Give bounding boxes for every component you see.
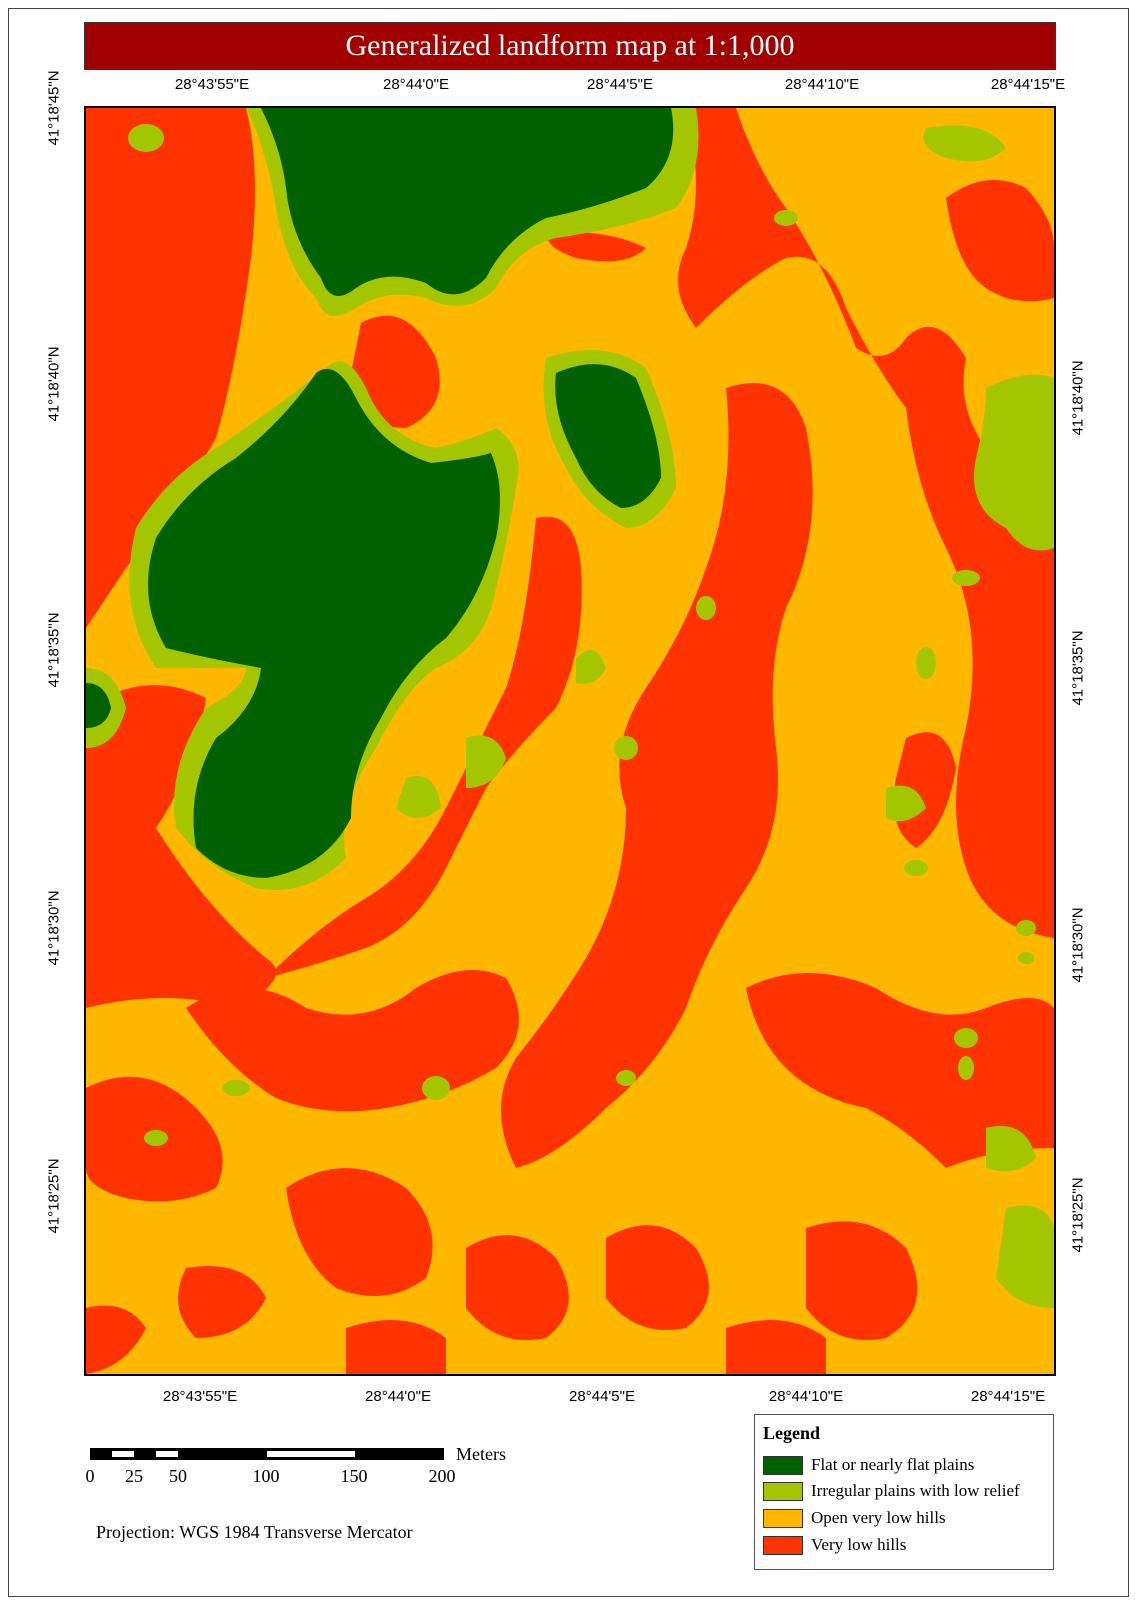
top-longitude-label: 28°44'0"E [383,76,449,93]
landform-map-canvas [86,108,1054,1374]
flat-plains-areas [86,108,674,878]
legend-swatch [763,1508,803,1528]
map-title-bar: Generalized landform map at 1:1,000 [84,22,1056,70]
bottom-longitude-label: 28°44'15"E [970,1388,1046,1405]
top-longitude-label: 28°44'5"E [587,76,653,93]
legend-swatch [763,1481,803,1501]
scale-tick-label: 200 [428,1466,456,1486]
left-latitude-label: 41°18'25"N [45,1158,63,1234]
legend-title: Legend [763,1423,821,1443]
scale-tick-label: 0 [85,1466,95,1486]
scale-tick-label: 100 [252,1466,280,1486]
map-legend: Legend Flat or nearly flat plains Irregu… [754,1414,1054,1570]
right-latitude-label: 41°18'40"N [1069,360,1087,436]
scale-unit-label: Meters [456,1444,506,1464]
legend-item-open-hills: Open very low hills [763,1508,946,1528]
legend-label: Open very low hills [811,1508,946,1527]
left-latitude-label: 41°18'45"N [45,70,63,146]
map-frame [8,8,1129,1597]
very-low-hills-areas [86,108,1054,1374]
scale-tick-label: 50 [169,1466,187,1486]
legend-item-very-low-hills: Very low hills [763,1535,906,1555]
scale-bar [90,1448,444,1460]
bottom-longitude-label: 28°44'0"E [365,1388,431,1405]
right-latitude-label: 41°18'30"N [1069,907,1087,983]
projection-note: Projection: WGS 1984 Transverse Mercator [96,1522,413,1542]
legend-swatch [763,1455,803,1475]
legend-label: Very low hills [811,1535,907,1554]
legend-label: Irregular plains with low relief [811,1481,1020,1500]
top-longitude-label: 28°44'15"E [990,76,1066,93]
bottom-longitude-label: 28°43'55"E [162,1388,238,1405]
left-latitude-label: 41°18'30"N [45,890,63,966]
left-latitude-label: 41°18'40"N [45,346,63,422]
legend-item-irregular-plains: Irregular plains with low relief [763,1481,1020,1501]
left-latitude-label: 41°18'35"N [45,612,63,688]
bottom-longitude-label: 28°44'5"E [569,1388,635,1405]
top-longitude-label: 28°44'10"E [784,76,860,93]
scale-tick-label: 150 [340,1466,368,1486]
right-latitude-label: 41°18'25"N [1069,1177,1087,1253]
scale-tick-label: 25 [125,1466,143,1486]
irregular-plains-specks [128,124,1036,1146]
legend-item-flat-plains: Flat or nearly flat plains [763,1455,974,1475]
map-title: Generalized landform map at 1:1,000 [345,29,795,62]
top-longitude-label: 28°43'55"E [174,76,250,93]
bottom-longitude-label: 28°44'10"E [768,1388,844,1405]
right-latitude-label: 41°18'35"N [1069,630,1087,706]
legend-label: Flat or nearly flat plains [811,1455,975,1474]
landform-map [84,106,1056,1376]
legend-swatch [763,1535,803,1555]
